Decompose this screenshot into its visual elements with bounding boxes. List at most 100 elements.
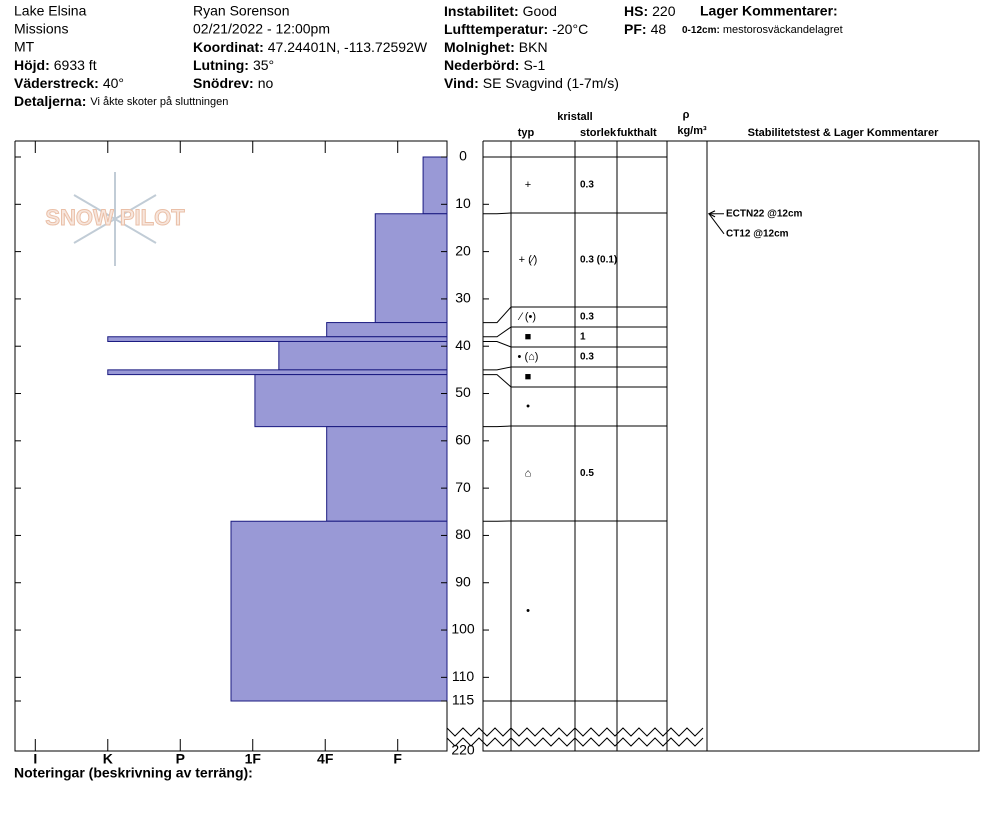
y-tick-label: 30 xyxy=(455,290,471,306)
snow-drift-label: Snödrev: xyxy=(193,75,254,91)
crystal-type: • xyxy=(526,605,530,617)
layer-boundary xyxy=(483,212,667,215)
logo: SNOW PILOT xyxy=(45,172,186,266)
hardness-bar xyxy=(230,520,448,702)
x-tick-label: I xyxy=(33,751,37,767)
col-header: typ xyxy=(518,127,535,139)
sky-label: Molnighet: xyxy=(444,39,515,55)
test-arrow xyxy=(708,213,725,235)
crystal-type: + xyxy=(525,179,531,191)
y-break-tick-label: 220 xyxy=(451,742,475,758)
axis-break xyxy=(446,727,704,737)
y-tick-label: 20 xyxy=(455,242,471,258)
hardness-bar xyxy=(326,322,448,338)
snow-drift-value: no xyxy=(258,75,274,91)
layer-comments-title: Lager Kommentarer: xyxy=(700,3,838,19)
wind-value: SE Svagvind (1-7m/s) xyxy=(483,75,619,91)
crystal-size: 0.3 xyxy=(580,180,594,191)
details: Detaljerna: Vi åkte skoter på sluttningen xyxy=(14,93,228,109)
notes-label: Noteringar (beskrivning av terräng): xyxy=(14,765,253,781)
stability-label: Instabilitet: xyxy=(444,3,519,19)
crystal-size: 1 xyxy=(580,332,586,343)
y-tick-label: 60 xyxy=(455,432,471,448)
layer-comment: 0-12cm: mestorosväckandelagret xyxy=(682,24,843,36)
x-tick-label: 4F xyxy=(317,751,334,767)
slope-value: 35° xyxy=(253,57,274,73)
hardness-bar xyxy=(254,374,448,428)
details-label: Detaljerna: xyxy=(14,93,86,109)
layer-comment-value: mestorosväckandelagret xyxy=(723,24,843,36)
y-tick-label: 50 xyxy=(455,384,471,400)
y-tick-label: 100 xyxy=(451,621,475,637)
layer-boundary xyxy=(483,425,667,428)
wind-label: Vind: xyxy=(444,75,479,91)
x-tick-label: F xyxy=(393,751,402,767)
hs-value: 220 xyxy=(652,3,676,19)
stability-test: ECTN22 @12cm xyxy=(726,208,803,219)
y-tick-label: 80 xyxy=(455,526,471,542)
col-header: kg/m³ xyxy=(677,125,707,137)
aspect-label: Väderstreck: xyxy=(14,75,99,91)
wind: Vind: SE Svagvind (1-7m/s) xyxy=(444,75,619,91)
y-tick-label: 115 xyxy=(452,692,475,708)
col-header: fukthalt xyxy=(617,127,657,139)
y-tick-label: 10 xyxy=(455,195,471,211)
elevation: Höjd: 6933 ft xyxy=(14,57,97,73)
crystal-size: 0.3 (0.1) xyxy=(580,255,617,266)
y-tick-label: 0 xyxy=(459,148,467,164)
crystal-size: 0.3 xyxy=(580,312,594,323)
crystal-type: + (⁄) xyxy=(519,254,538,266)
stability-value: Good xyxy=(523,3,557,19)
precip: Nederbörd: S-1 xyxy=(444,57,545,73)
precip-label: Nederbörd: xyxy=(444,57,519,73)
crystal-type: ■ xyxy=(525,331,532,343)
crystal-type: • (⌂) xyxy=(518,351,539,363)
slope-label: Lutning: xyxy=(193,57,249,73)
axis-break xyxy=(446,737,704,747)
location: Lake Elsina xyxy=(14,3,87,19)
precip-value: S-1 xyxy=(523,57,545,73)
x-tick-label: 1F xyxy=(245,751,262,767)
air-temp-label: Lufttemperatur: xyxy=(444,21,548,37)
elevation-value: 6933 ft xyxy=(54,57,97,73)
hs: HS: 220 xyxy=(624,3,676,19)
logo-text: SNOW PILOT xyxy=(45,205,185,230)
table-frame xyxy=(482,140,980,752)
col-header: Stabilitetstest & Lager Kommentarer xyxy=(748,127,939,139)
crystal-type: ⌂ xyxy=(525,467,532,479)
details-value: Vi åkte skoter på sluttningen xyxy=(90,96,228,108)
layer-boundary xyxy=(483,374,667,388)
y-tick-label: 110 xyxy=(452,668,475,684)
range: Missions xyxy=(14,21,68,37)
col-header: kristall xyxy=(557,111,592,123)
y-tick-label: 90 xyxy=(455,573,471,589)
crystal-size: 0.5 xyxy=(580,468,594,479)
hardness-frame xyxy=(14,140,448,752)
coordinates-label: Koordinat: xyxy=(193,39,264,55)
stability: Instabilitet: Good xyxy=(444,3,557,19)
y-tick-label: 40 xyxy=(455,337,471,353)
coordinates: Koordinat: 47.24401N, -113.72592W xyxy=(193,39,428,55)
aspect-value: 40° xyxy=(103,75,124,91)
layer-boundary xyxy=(483,340,667,348)
air-temp-value: -20°C xyxy=(552,21,588,37)
pf-value: 48 xyxy=(651,21,667,37)
test-arrowhead xyxy=(707,210,716,218)
hs-label: HS: xyxy=(624,3,648,19)
x-tick-label: P xyxy=(176,751,185,767)
hardness-bar xyxy=(278,340,448,371)
coordinates-value: 47.24401N, -113.72592W xyxy=(268,39,428,55)
pf-label: PF: xyxy=(624,21,647,37)
datetime: 02/21/2022 - 12:00pm xyxy=(193,21,330,37)
hardness-bar xyxy=(107,336,448,342)
x-tick-label: K xyxy=(103,751,113,767)
layer-boundary xyxy=(483,366,667,371)
hardness-bar xyxy=(107,369,448,376)
air-temp: Lufttemperatur: -20°C xyxy=(444,21,588,37)
hardness-bar xyxy=(422,156,448,215)
state: MT xyxy=(14,39,35,55)
aspect: Väderstreck: 40° xyxy=(14,75,124,91)
pf: PF: 48 xyxy=(624,21,666,37)
crystal-type: ■ xyxy=(525,371,532,383)
